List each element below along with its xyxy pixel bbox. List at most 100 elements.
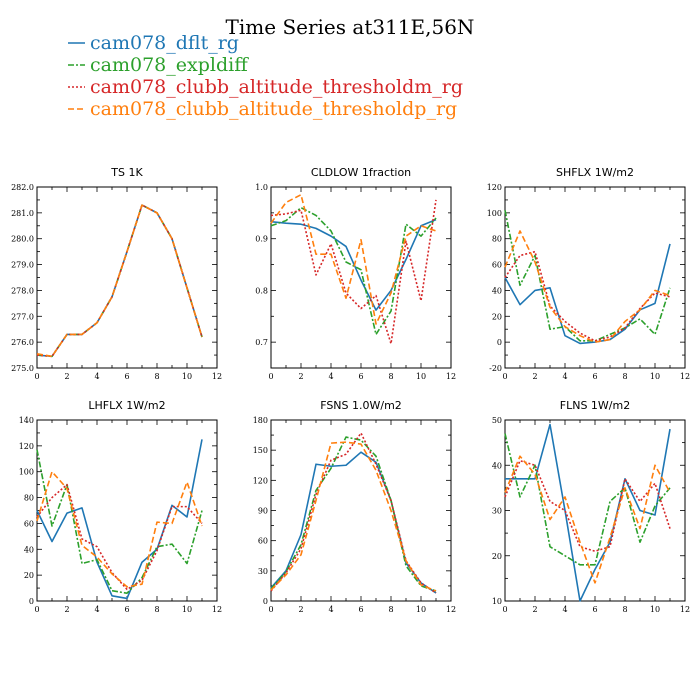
x-tick-label: 12: [680, 372, 690, 381]
y-tick-label: 279.0: [11, 261, 34, 270]
y-tick-label: 0.9: [255, 235, 268, 244]
x-tick-label: 10: [416, 372, 426, 381]
x-tick-label: 6: [358, 605, 363, 614]
y-tick-label: 282.0: [11, 183, 34, 192]
y-tick-label: 20: [24, 571, 34, 580]
series-line: [505, 423, 671, 602]
y-tick-label: 80: [492, 235, 502, 244]
y-tick-label: 60: [24, 519, 34, 528]
x-tick-label: 6: [358, 372, 363, 381]
x-tick-label: 12: [446, 605, 456, 614]
y-tick-label: 120: [487, 183, 502, 192]
x-tick-label: 10: [182, 605, 192, 614]
y-tick-label: 20: [492, 552, 502, 561]
x-tick-label: 8: [622, 372, 627, 381]
x-tick-label: 12: [446, 372, 456, 381]
y-tick-label: 0: [29, 597, 34, 606]
y-tick-label: 100: [487, 209, 502, 218]
legend: cam078_dflt_rgcam078_expldiffcam078_club…: [68, 32, 463, 120]
y-tick-label: 50: [492, 416, 502, 425]
chart-panel: FLNS 1W/m2 0 2 4 6 8 10 12 10 20 30 40 50: [492, 399, 690, 614]
x-tick-label: 4: [94, 372, 99, 381]
x-tick-label: 0: [502, 372, 507, 381]
y-tick-label: 277.0: [11, 312, 34, 321]
y-tick-label: 30: [258, 567, 268, 576]
chart-title: FSNS 1.0W/m2: [320, 399, 402, 412]
chart-title: SHFLX 1W/m2: [556, 166, 634, 179]
chart-title: TS 1K: [110, 166, 143, 179]
series-line: [504, 250, 671, 342]
y-tick-label: 60: [492, 261, 502, 270]
series-line: [270, 432, 437, 594]
y-tick-label: 140: [19, 416, 34, 425]
x-tick-label: 10: [416, 605, 426, 614]
y-tick-label: 90: [258, 507, 268, 516]
y-tick-label: 120: [19, 442, 34, 451]
y-tick-label: 100: [19, 468, 34, 477]
y-tick-label: 1.0: [255, 183, 268, 192]
x-tick-label: 10: [182, 372, 192, 381]
series-line: [504, 459, 671, 553]
series-line: [270, 436, 437, 592]
legend-label: cam078_clubb_altitude_thresholdp_rg: [90, 98, 457, 120]
x-tick-label: 2: [532, 372, 537, 381]
y-tick-label: 20: [492, 312, 502, 321]
y-tick-label: 180: [253, 416, 268, 425]
series-line: [270, 193, 437, 325]
x-tick-label: 4: [94, 605, 99, 614]
y-tick-label: 150: [253, 446, 268, 455]
x-tick-label: 10: [650, 605, 660, 614]
plot-frame: [504, 186, 686, 369]
series-line: [504, 243, 671, 345]
series-line: [36, 439, 203, 600]
series-line: [270, 199, 437, 345]
chart-title: CLDLOW 1fraction: [311, 166, 411, 179]
y-tick-label: 120: [253, 476, 268, 485]
x-tick-label: 8: [154, 372, 159, 381]
y-tick-label: 0: [497, 338, 502, 347]
plot-frame: [270, 419, 452, 602]
x-tick-label: 2: [298, 605, 303, 614]
x-tick-label: 2: [298, 372, 303, 381]
legend-label: cam078_clubb_altitude_thresholdm_rg: [90, 76, 463, 98]
y-tick-label: 40: [492, 286, 502, 295]
x-tick-label: 4: [562, 372, 567, 381]
legend-item: cam078_dflt_rg: [68, 32, 239, 54]
series-line: [270, 441, 437, 592]
figure-title: Time Series at311E,56N: [226, 15, 475, 39]
chart-panel: TS 1K 0 2 4 6 8 10 12 275.0 276.0 277.0 278.0 279.0 2…: [11, 166, 222, 381]
x-tick-label: 4: [328, 372, 333, 381]
x-tick-label: 8: [622, 605, 627, 614]
x-tick-label: 2: [532, 605, 537, 614]
x-tick-label: 4: [562, 605, 567, 614]
x-tick-label: 2: [64, 372, 69, 381]
series-line: [36, 204, 203, 358]
legend-label: cam078_expldiff: [90, 54, 249, 76]
y-tick-label: 60: [258, 537, 268, 546]
legend-label: cam078_dflt_rg: [90, 32, 239, 54]
y-tick-label: 30: [492, 507, 502, 516]
chart-panel: CLDLOW 1fraction 0 2 4 6 8 10 12 0.7 0.8 0.9 1.0: [255, 166, 456, 381]
series-line: [270, 451, 437, 594]
x-tick-label: 6: [124, 372, 129, 381]
x-tick-label: 8: [388, 605, 393, 614]
x-tick-label: 0: [502, 605, 507, 614]
x-tick-label: 0: [34, 605, 39, 614]
plot-frame: [36, 419, 218, 602]
x-tick-label: 2: [64, 605, 69, 614]
x-tick-label: 12: [680, 605, 690, 614]
y-tick-label: 275.0: [11, 364, 34, 373]
y-tick-label: 40: [24, 545, 34, 554]
series-line: [36, 204, 203, 358]
y-tick-label: 280.0: [11, 235, 34, 244]
y-tick-label: 281.0: [11, 209, 34, 218]
y-tick-label: -20: [489, 364, 502, 373]
y-tick-label: 276.0: [11, 338, 34, 347]
series-line: [504, 433, 671, 566]
plot-frame: [270, 186, 452, 369]
x-tick-label: 4: [328, 605, 333, 614]
y-tick-label: 0.8: [255, 286, 268, 295]
